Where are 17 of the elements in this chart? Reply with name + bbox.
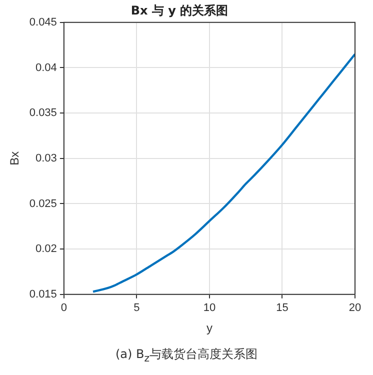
text: (a) B$_{z}$与载货台高度关系图 xyxy=(114,346,258,364)
chart-title: Bx 与 y 的关系图 xyxy=(130,3,228,18)
y-tick-label: 0.04 xyxy=(36,62,57,74)
y-tick-label: 0.015 xyxy=(29,288,57,300)
x-tick-label: 20 xyxy=(348,302,362,314)
x-axis-title: y xyxy=(206,321,212,336)
y-tick-label: 0.045 xyxy=(29,16,57,28)
line-series xyxy=(92,53,355,293)
y-axis-title: Bx xyxy=(8,151,22,166)
x-tick-label: 0 xyxy=(60,302,67,314)
y-tick-label: 0.035 xyxy=(29,107,57,120)
y-tick-label: 0.03 xyxy=(36,152,57,164)
x-tick-label: 15 xyxy=(276,302,288,314)
x-tick-label: 10 xyxy=(203,302,216,314)
x-tick-label: 5 xyxy=(134,302,140,314)
y-tick-label: 0.02 xyxy=(36,243,57,256)
y-tick-label: 0.025 xyxy=(29,198,57,210)
